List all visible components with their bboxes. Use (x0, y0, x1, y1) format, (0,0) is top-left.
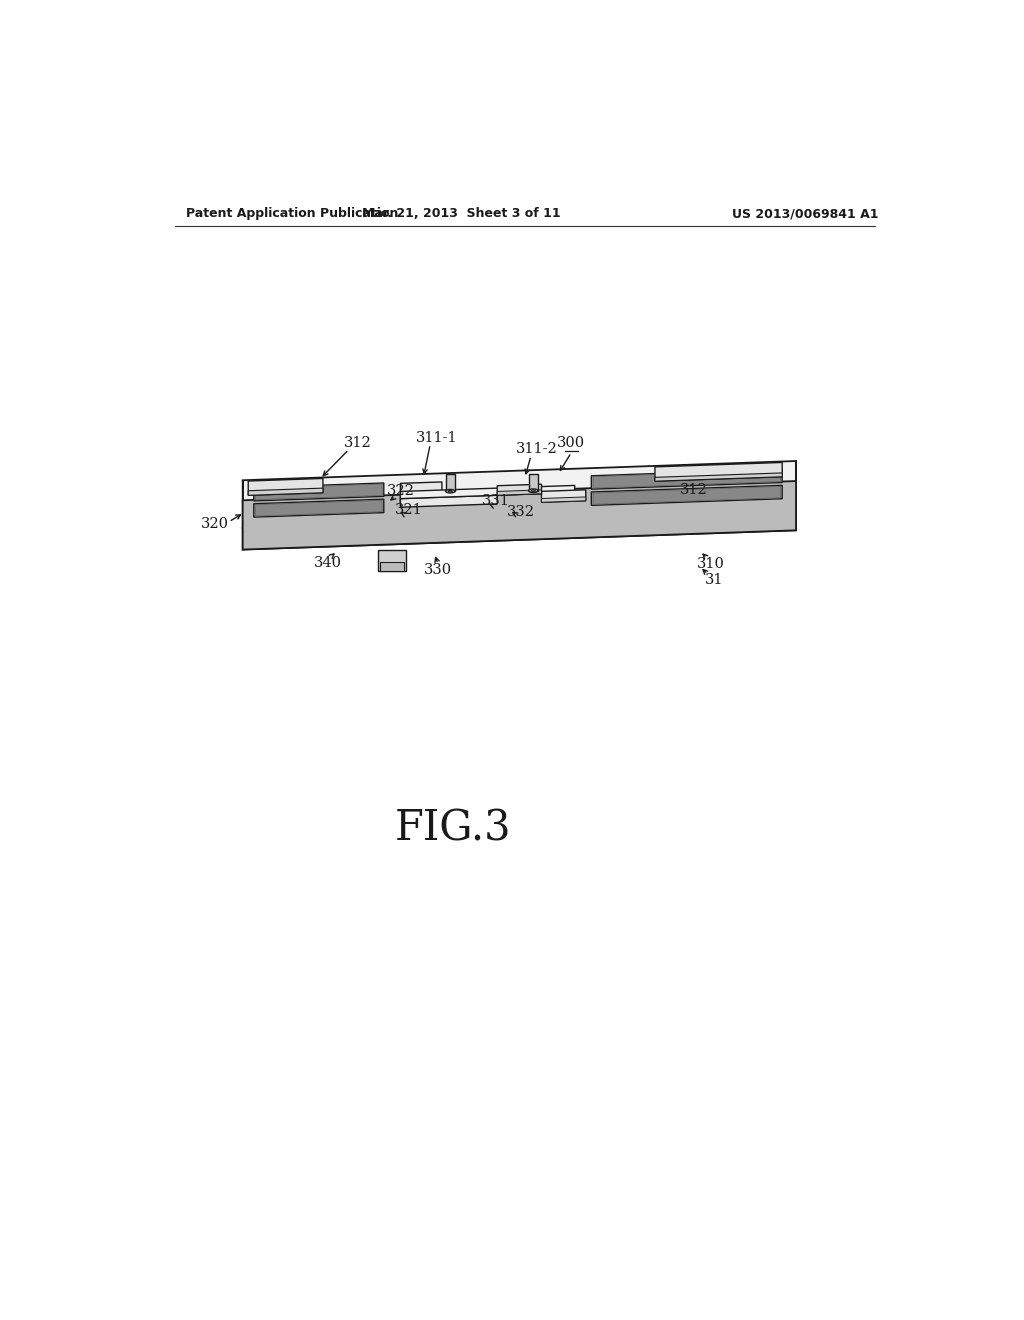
Polygon shape (400, 498, 442, 503)
Polygon shape (591, 469, 782, 490)
Polygon shape (655, 462, 782, 482)
Ellipse shape (531, 490, 536, 491)
Polygon shape (400, 495, 498, 507)
Polygon shape (255, 484, 382, 500)
Polygon shape (254, 483, 384, 500)
Polygon shape (445, 474, 455, 491)
Text: 300: 300 (557, 437, 586, 450)
Ellipse shape (528, 488, 538, 492)
Polygon shape (400, 482, 442, 503)
Polygon shape (400, 486, 574, 499)
Text: 331: 331 (482, 494, 510, 508)
Text: 31: 31 (705, 573, 723, 587)
Polygon shape (248, 478, 323, 495)
Ellipse shape (449, 491, 453, 492)
Ellipse shape (445, 490, 455, 492)
Polygon shape (243, 461, 796, 528)
Text: 312: 312 (680, 483, 708, 496)
Polygon shape (591, 486, 782, 506)
Polygon shape (593, 486, 780, 504)
Text: 311-1: 311-1 (416, 430, 458, 445)
Text: 340: 340 (314, 556, 342, 570)
Polygon shape (381, 562, 403, 572)
Text: 330: 330 (424, 564, 452, 577)
Polygon shape (542, 490, 586, 503)
Polygon shape (255, 500, 382, 516)
Polygon shape (542, 496, 586, 503)
Polygon shape (248, 488, 323, 495)
Text: 312: 312 (344, 437, 372, 450)
Polygon shape (243, 508, 796, 549)
Text: 332: 332 (507, 504, 535, 519)
Polygon shape (528, 474, 538, 491)
Text: US 2013/0069841 A1: US 2013/0069841 A1 (732, 207, 879, 220)
Polygon shape (498, 484, 542, 495)
Text: Mar. 21, 2013  Sheet 3 of 11: Mar. 21, 2013 Sheet 3 of 11 (361, 207, 560, 220)
Polygon shape (243, 480, 796, 549)
Text: 310: 310 (697, 557, 725, 572)
Text: 320: 320 (201, 517, 228, 531)
Text: FIG.3: FIG.3 (395, 808, 512, 849)
Text: 322: 322 (387, 484, 415, 498)
Polygon shape (378, 549, 407, 572)
Polygon shape (655, 473, 782, 482)
Text: 311-2: 311-2 (516, 442, 558, 457)
Polygon shape (254, 499, 384, 517)
Polygon shape (498, 490, 542, 495)
Text: 321: 321 (394, 503, 423, 516)
Text: Patent Application Publication: Patent Application Publication (186, 207, 398, 220)
Polygon shape (593, 470, 780, 488)
